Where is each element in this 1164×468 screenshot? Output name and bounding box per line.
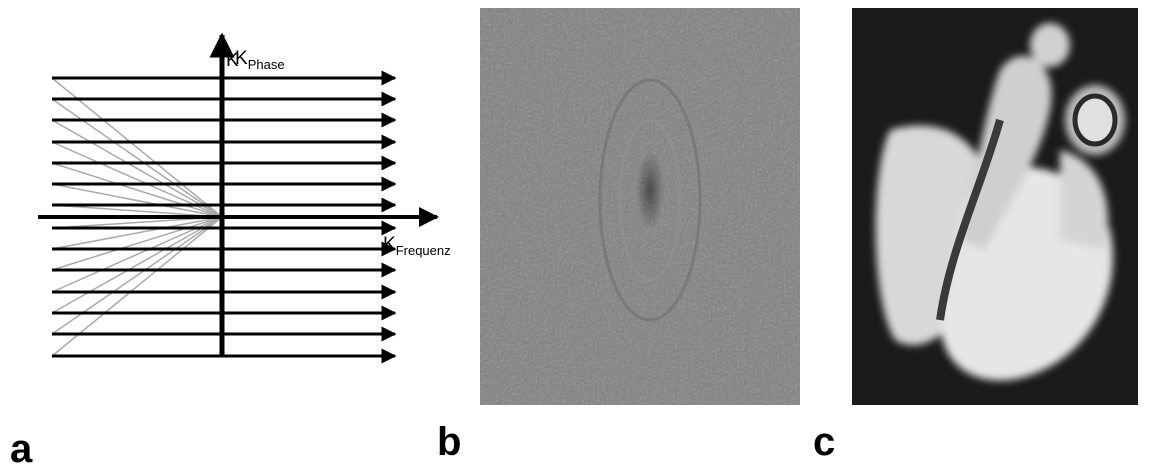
trajectory-fan bbox=[51, 98, 223, 218]
trajectory-fan bbox=[51, 162, 223, 218]
stray-axis-symbol: K bbox=[226, 50, 239, 71]
panel-label: a bbox=[10, 427, 33, 468]
phase-axis-label: KPhase bbox=[235, 48, 285, 72]
trajectory-fan bbox=[51, 216, 223, 335]
phase-symbol: K bbox=[235, 48, 248, 69]
trajectory-fan bbox=[51, 119, 223, 218]
trajectory-fan bbox=[51, 216, 223, 271]
panel-label: c bbox=[813, 420, 835, 464]
difference-image bbox=[480, 8, 800, 405]
frequency-subscript: Frequenz bbox=[396, 243, 451, 258]
mri-image bbox=[852, 8, 1138, 405]
trajectory-fan bbox=[51, 216, 223, 250]
frequency-symbol: K bbox=[383, 234, 396, 255]
trajectory-fan bbox=[51, 183, 223, 218]
trajectory-fan bbox=[51, 77, 223, 218]
kspace-diagram bbox=[38, 32, 439, 364]
frequency-axis-label: KFrequenz bbox=[383, 234, 451, 258]
phase-subscript: Phase bbox=[248, 57, 285, 72]
trajectory-fan bbox=[51, 216, 223, 314]
panel-label: b bbox=[437, 420, 461, 464]
